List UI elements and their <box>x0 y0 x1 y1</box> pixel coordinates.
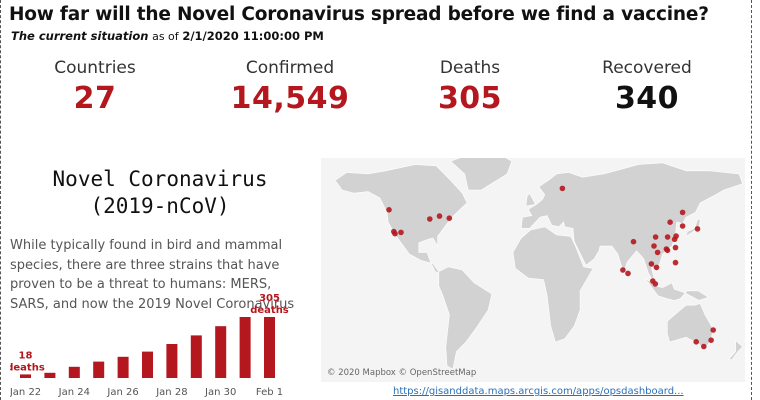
x-tick-label: Jan 22 <box>10 387 41 398</box>
land-australia <box>667 303 714 349</box>
bar-jan-23 <box>44 372 56 378</box>
case-marker-sichuan[interactable] <box>652 234 659 240</box>
stat-deaths: Deaths 305 <box>385 58 555 116</box>
case-marker-japan[interactable] <box>694 226 701 232</box>
stat-countries: Countries 27 <box>10 58 180 116</box>
land-britain <box>525 192 536 207</box>
annotation-value: 305 <box>259 293 280 304</box>
virus-title-line1: Novel Coronavirus <box>52 167 268 191</box>
case-marker-hubei[interactable] <box>664 234 671 240</box>
subtitle-timestamp: 2/1/2020 11:00:00 PM <box>182 29 324 43</box>
case-marker-heilongjiang[interactable] <box>679 209 686 216</box>
stat-recovered: Recovered 340 <box>562 58 732 116</box>
annotation-unit: deaths <box>250 305 289 316</box>
land-south-america <box>438 266 493 370</box>
bar-jan-29 <box>190 335 202 378</box>
case-marker-san-diego[interactable] <box>392 230 398 237</box>
case-markers[interactable] <box>386 185 716 350</box>
land-north-america <box>334 164 468 274</box>
case-marker-philippines[interactable] <box>672 259 679 266</box>
bar-jan-31 <box>239 317 251 378</box>
case-marker-beijing[interactable] <box>667 219 673 225</box>
virus-title: Novel Coronavirus (2019-nCoV) <box>10 166 310 220</box>
land-greenland <box>450 158 513 191</box>
case-marker-nepal[interactable] <box>630 238 637 245</box>
case-marker-sri-lanka[interactable] <box>625 270 631 277</box>
case-marker-vietnam[interactable] <box>654 249 661 256</box>
case-marker-adelaide[interactable] <box>693 339 699 345</box>
world-map-panel[interactable]: © 2020 Mapbox © OpenStreetMap <box>321 158 745 382</box>
case-marker-seattle[interactable] <box>386 207 392 213</box>
world-map[interactable] <box>321 158 745 382</box>
bar-jan-22 <box>20 374 31 378</box>
subtitle-asof: as of <box>152 30 179 43</box>
stat-countries-label: Countries <box>54 58 136 78</box>
land-new-zealand <box>727 339 744 360</box>
x-tick-label: Jan 28 <box>155 387 187 398</box>
bar-jan-26 <box>117 356 129 378</box>
case-marker-sydney[interactable] <box>708 337 714 343</box>
case-marker-hong-kong[interactable] <box>664 247 671 254</box>
x-tick-label: Jan 26 <box>106 387 138 398</box>
annotation-unit: deaths <box>10 362 45 373</box>
bar-jan-27 <box>142 351 153 378</box>
map-attribution: © 2020 Mapbox © OpenStreetMap <box>327 368 477 378</box>
dashboard-subtitle: The current situation as of 2/1/2020 11:… <box>11 29 324 43</box>
x-tick-label: Jan 30 <box>204 387 236 398</box>
virus-title-line2: (2019-nCoV) <box>90 194 230 218</box>
stat-confirmed-value: 14,549 <box>230 81 350 116</box>
subtitle-lead: The current situation <box>11 29 149 43</box>
case-marker-taiwan[interactable] <box>672 244 679 251</box>
case-marker-thailand[interactable] <box>648 261 655 267</box>
land-japan <box>685 218 701 238</box>
case-marker-finland[interactable] <box>559 185 566 192</box>
dashboard-title: How far will the Novel Coronavirus sprea… <box>9 4 709 25</box>
source-link[interactable]: https://gisanddata.maps.arcgis.com/apps/… <box>393 386 684 397</box>
deaths-bar-chart: Jan 22 Jan 24 Jan 26 Jan 28 Jan 30 Feb 118dea… <box>10 293 289 398</box>
stat-deaths-value: 305 <box>437 81 503 116</box>
stat-countries-value: 27 <box>73 81 117 116</box>
land-indonesia <box>644 277 710 301</box>
case-marker-india[interactable] <box>620 267 626 273</box>
land-masses <box>334 158 744 370</box>
stat-deaths-label: Deaths <box>439 58 501 78</box>
bar-jan-25 <box>93 361 105 378</box>
case-marker-phoenix[interactable] <box>398 229 404 236</box>
case-marker-brisbane[interactable] <box>710 327 716 333</box>
stat-recovered-value: 340 <box>614 81 680 116</box>
stat-confirmed: Confirmed 14,549 <box>205 58 375 116</box>
land-africa <box>512 226 594 343</box>
stat-recovered-label: Recovered <box>602 58 692 78</box>
bar-feb-1 <box>264 317 275 378</box>
case-marker-cambodia[interactable] <box>653 264 660 271</box>
case-marker-boston[interactable] <box>446 215 453 221</box>
case-marker-toronto[interactable] <box>436 213 443 219</box>
virus-description: While typically found in bird and mammal… <box>10 238 295 312</box>
case-marker-chicago[interactable] <box>427 216 433 222</box>
left-edge-divider <box>0 0 1 400</box>
stat-confirmed-label: Confirmed <box>245 58 335 78</box>
right-edge-divider <box>751 0 752 400</box>
bar-jan-30 <box>215 326 227 378</box>
case-marker-melbourne[interactable] <box>701 343 707 350</box>
x-tick-label: Jan 24 <box>58 387 90 398</box>
bar-jan-28 <box>166 344 178 378</box>
case-marker-korea[interactable] <box>679 223 686 229</box>
case-marker-malaysia[interactable] <box>650 278 656 284</box>
x-tick-label: Feb 1 <box>256 387 283 398</box>
annotation-value: 18 <box>19 350 33 361</box>
case-marker-yunnan[interactable] <box>651 243 657 249</box>
bar-jan-24 <box>68 366 80 378</box>
case-marker-shanghai[interactable] <box>673 233 679 239</box>
